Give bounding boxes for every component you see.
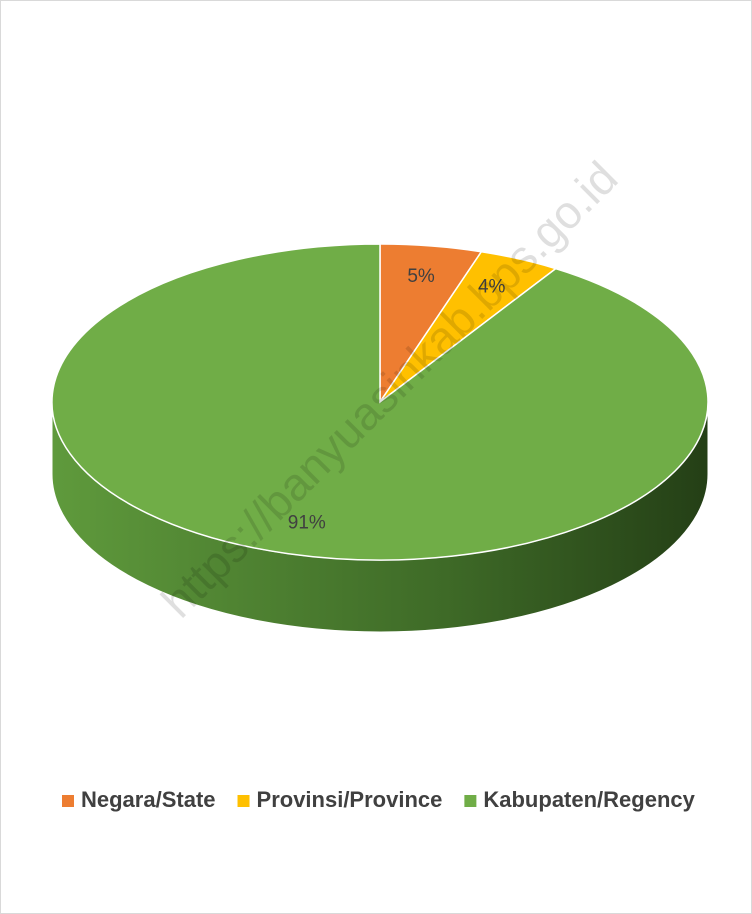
legend-swatch [464, 795, 477, 807]
legend-swatch [237, 795, 250, 807]
data-label: 91% [288, 512, 326, 533]
data-label: 5% [407, 266, 435, 287]
data-label: 4% [478, 277, 506, 298]
legend-label: Kabupaten/Regency [483, 787, 695, 812]
legend-swatch [62, 795, 74, 807]
pie [51, 243, 709, 633]
legend: Negara/State Provinsi/Province Kabupaten/R… [62, 787, 696, 812]
labels: 5% 4% 91% [288, 266, 506, 533]
pie-slice [51, 243, 709, 561]
legend-label: Negara/State [81, 787, 216, 812]
legend-label: Provinsi/Province [257, 787, 443, 812]
